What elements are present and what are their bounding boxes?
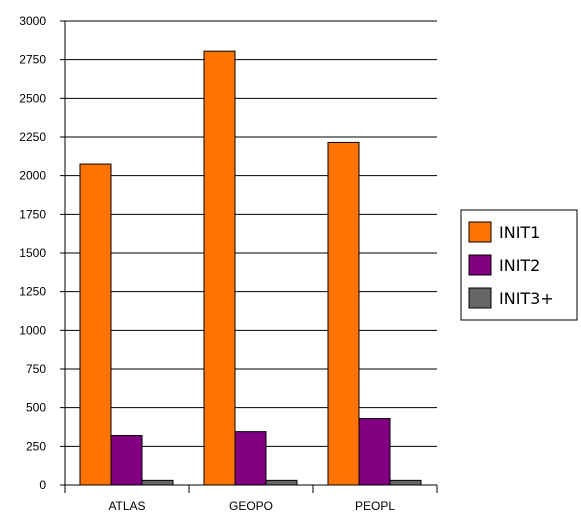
bar-init3plus-peopl: [389, 479, 422, 486]
bar-init1-peopl: [327, 141, 360, 486]
x-tick-labels: ATLAS GEOPO PEOPL: [108, 499, 395, 513]
legend-swatch-init2: [468, 254, 492, 276]
bar-init2-peopl: [358, 417, 391, 486]
gridlines: [60, 20, 437, 486]
y-tick-label: 3000: [19, 14, 46, 28]
y-tick-labels: 0 250 500 750 1000 1250 1500 1750 2000 2250 2500 27…: [19, 14, 46, 492]
bars: [79, 50, 422, 486]
bar-init3plus-geopo: [265, 479, 298, 486]
legend-swatch-init3plus: [468, 287, 492, 309]
bar-init2-atlas: [110, 435, 143, 486]
legend: INIT1 INIT2 INIT3+: [460, 209, 578, 321]
y-tick-label: 250: [26, 439, 46, 453]
bar-init3plus-atlas: [141, 479, 174, 486]
y-tick-label: 1500: [19, 246, 46, 260]
x-tick-label: ATLAS: [108, 499, 145, 513]
x-tick-label: GEOPO: [229, 499, 273, 513]
y-tick-label: 2000: [19, 169, 46, 183]
y-tick-label: 750: [26, 362, 46, 376]
y-tick-label: 1000: [19, 323, 46, 337]
y-tick-label: 1250: [19, 285, 46, 299]
legend-label-init2: INIT2: [499, 256, 540, 275]
axes: [64, 21, 438, 493]
bar-init2-geopo: [234, 431, 267, 486]
x-tick-label: PEOPL: [355, 499, 395, 513]
y-tick-label: 500: [26, 401, 46, 415]
legend-swatch-init1: [468, 221, 492, 243]
y-tick-label: 0: [39, 478, 46, 492]
legend-label-init1: INIT1: [499, 223, 540, 242]
legend-label-init3plus: INIT3+: [499, 289, 554, 308]
y-tick-label: 2750: [19, 53, 46, 67]
y-tick-label: 2250: [19, 130, 46, 144]
bar-init1-geopo: [203, 50, 236, 486]
bar-init1-atlas: [79, 163, 112, 486]
y-tick-label: 1750: [19, 207, 46, 221]
y-tick-label: 2500: [19, 91, 46, 105]
